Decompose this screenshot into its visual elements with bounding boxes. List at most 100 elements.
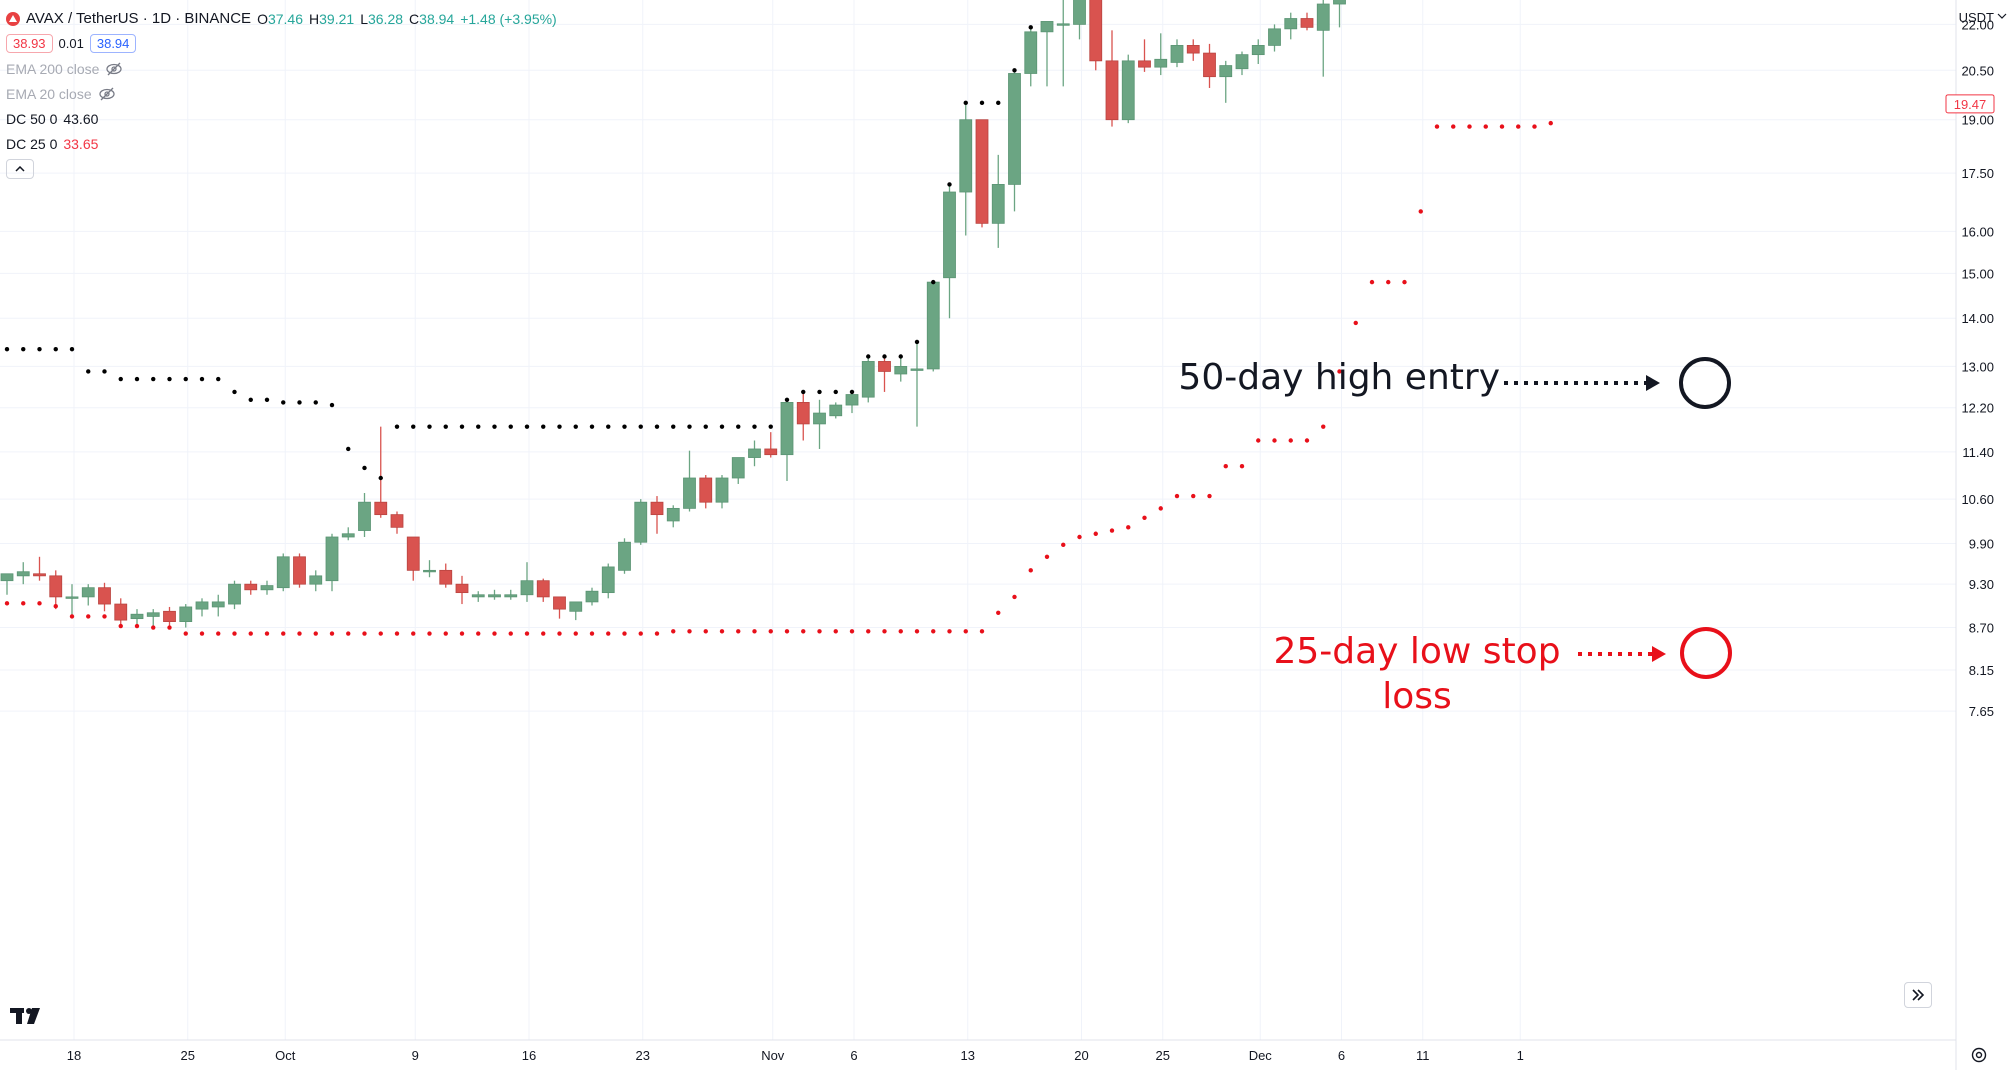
time-axis: 18 25 Oct 9 16 23 Nov 6 13 20 25 Dec 6 11 1 <box>67 1048 1524 1063</box>
time-tick-label: 6 <box>850 1048 857 1063</box>
indicator-name: EMA 200 close <box>6 60 100 77</box>
time-tick-label: 20 <box>1074 1048 1088 1063</box>
band-dot <box>248 397 253 402</box>
band-dot <box>297 400 302 405</box>
band-dot <box>427 424 432 429</box>
indicator-row-ema200[interactable]: EMA 200 close <box>6 56 557 81</box>
band-dot <box>1337 369 1342 374</box>
eye-hidden-icon[interactable] <box>105 62 123 76</box>
band-dot <box>963 629 968 634</box>
candle-body <box>65 596 79 599</box>
price-tick-label: 14.00 <box>1961 311 1994 326</box>
time-tick-label: 16 <box>522 1048 536 1063</box>
band-dot <box>914 339 920 345</box>
indicator-row-dc50[interactable]: DC 50 0 43.60 <box>6 106 557 131</box>
indicator-row-dc25[interactable]: DC 25 0 33.65 <box>6 131 557 156</box>
upper-donchian-band <box>4 25 1033 481</box>
chart-settings-button[interactable] <box>1968 1044 1990 1066</box>
candle-body <box>1333 0 1346 5</box>
time-tick-label: 18 <box>67 1048 81 1063</box>
scroll-to-realtime-button[interactable] <box>1904 982 1932 1008</box>
candle <box>81 584 95 606</box>
band-dot <box>378 475 383 481</box>
candle-body <box>358 501 371 531</box>
candle <box>260 580 274 595</box>
candle-body <box>114 603 128 621</box>
band-dot <box>671 629 676 634</box>
band-dot <box>638 424 643 429</box>
time-tick-label: 25 <box>1156 1048 1170 1063</box>
candle-body <box>926 281 940 370</box>
open-label: O <box>257 10 268 27</box>
band-dot <box>898 629 903 634</box>
gear-icon <box>1971 1047 1987 1063</box>
time-tick-label: 13 <box>961 1048 975 1063</box>
candle <box>1316 0 1330 77</box>
candle <box>179 604 193 628</box>
band-dot <box>329 631 335 636</box>
candle-body <box>1170 45 1184 63</box>
candle <box>1235 51 1249 76</box>
candle-body <box>878 361 891 372</box>
band-dot <box>606 424 611 429</box>
candle <box>813 399 826 449</box>
stop-annotation-line2: loss <box>1382 676 1452 717</box>
tradingview-logo-icon[interactable] <box>10 1006 46 1026</box>
indicator-row-ema20[interactable]: EMA 20 close <box>6 81 557 106</box>
band-dot <box>1142 515 1147 520</box>
band-dot <box>476 631 481 636</box>
price-boxes-row: 38.93 0.01 38.94 <box>6 31 557 56</box>
candle-body <box>163 610 176 622</box>
eye-hidden-icon[interactable] <box>98 87 116 101</box>
candle <box>634 499 648 545</box>
band-dot <box>524 424 530 429</box>
price-tick-label: 8.70 <box>1969 621 1994 636</box>
band-dot <box>329 402 335 408</box>
band-dot <box>394 424 400 429</box>
entry-annotation: 50-day high entry <box>1178 357 1500 398</box>
candle-body <box>861 361 875 398</box>
candle-body <box>1268 28 1281 46</box>
low-label: L <box>360 10 368 27</box>
candle-body <box>455 583 469 594</box>
band-dot <box>541 424 546 429</box>
band-dot <box>281 400 286 405</box>
band-dot <box>394 631 400 636</box>
band-dot <box>801 629 806 634</box>
stop-arrow-head <box>1652 646 1666 662</box>
stop-annotation-line1: 25-day low stop <box>1273 631 1560 672</box>
open-value: 37.46 <box>267 10 304 27</box>
candle-body <box>894 366 908 375</box>
candle <box>374 426 388 518</box>
candle-body <box>1300 18 1314 28</box>
band-dot <box>69 346 75 352</box>
band-dot <box>573 631 578 636</box>
collapse-legend-button[interactable] <box>6 158 34 179</box>
band-dot <box>232 389 237 395</box>
currency-label[interactable]: USDT <box>1959 10 1994 25</box>
band-dot <box>1174 493 1180 499</box>
band-dot <box>21 346 26 352</box>
candle-body <box>1284 18 1298 30</box>
chart-legend: AVAX / TetherUS · 1D · BINANCE O37.46 H3… <box>6 6 557 181</box>
price-tick-label: 20.50 <box>1961 63 1994 78</box>
band-dot <box>589 424 595 429</box>
buy-price-button[interactable]: 38.94 <box>89 34 137 53</box>
band-dot <box>801 389 806 395</box>
candle <box>49 570 63 610</box>
candle-body <box>975 119 989 224</box>
sell-price-button[interactable]: 38.93 <box>6 34 53 53</box>
candle-body <box>585 590 599 603</box>
price-tick-label: 12.20 <box>1961 401 1994 416</box>
symbol-title[interactable]: AVAX / TetherUS · 1D · BINANCE <box>26 10 252 27</box>
indicator-name: EMA 20 close <box>6 85 92 102</box>
band-dot <box>281 631 286 636</box>
chevron-up-icon <box>15 165 25 172</box>
candle-body <box>634 501 648 543</box>
time-tick-label: Nov <box>761 1048 785 1063</box>
price-tick-label: 17.50 <box>1961 166 1994 181</box>
band-dot <box>1434 124 1440 129</box>
candle <box>423 560 436 578</box>
candle-body <box>650 501 664 516</box>
